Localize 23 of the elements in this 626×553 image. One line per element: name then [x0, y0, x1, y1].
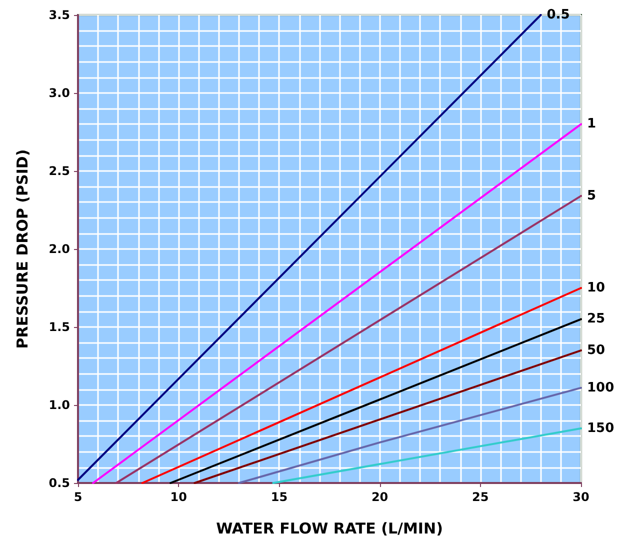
- y-tick-label: 1.5: [48, 320, 70, 334]
- y-tick-label: 1.0: [48, 398, 70, 412]
- x-tick-label: 20: [371, 490, 388, 504]
- x-tick-label: 30: [572, 490, 590, 504]
- series-label: 100: [587, 380, 614, 396]
- y-tick-label: 3.0: [48, 86, 70, 100]
- x-axis-title: WATER FLOW RATE (L/MIN): [216, 520, 443, 538]
- y-tick-label: 2.5: [48, 164, 70, 178]
- series-label: 10: [587, 280, 606, 296]
- x-tick-label: 25: [472, 490, 489, 504]
- y-axis-title: PRESSURE DROP (PSID): [14, 149, 32, 349]
- y-tick-label: 0.5: [48, 476, 70, 490]
- series-label: 50: [587, 342, 606, 358]
- series-label: 0.5: [546, 8, 570, 22]
- series-label: 5: [587, 188, 596, 204]
- x-tick-label: 5: [74, 490, 82, 504]
- y-tick-label: 3.5: [48, 8, 70, 22]
- y-tick-label: 2.0: [48, 242, 70, 256]
- series-label: 1: [587, 116, 596, 132]
- x-tick-label: 15: [270, 490, 288, 504]
- series-label: 25: [587, 312, 606, 327]
- x-tick-label: 10: [170, 490, 187, 504]
- series-label: 150: [587, 420, 614, 436]
